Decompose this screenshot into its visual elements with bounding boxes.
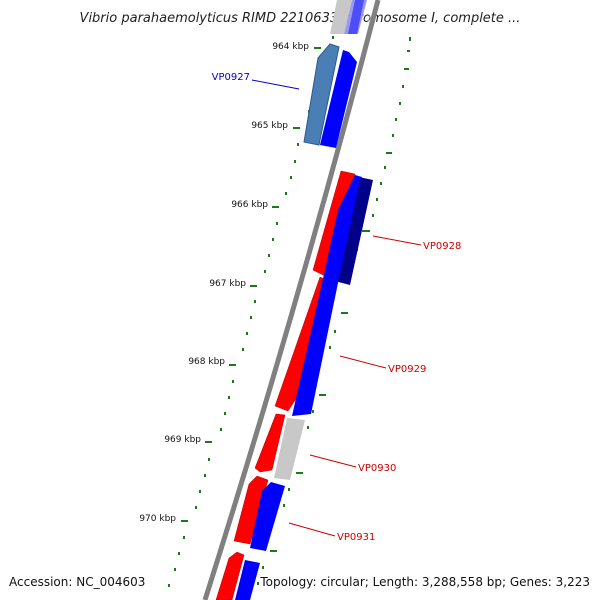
gene-cds[interactable] [235,560,260,600]
gene-cds[interactable] [330,0,352,34]
gene-cds[interactable] [303,43,340,146]
gene-label-vp0931[interactable]: VP0931 [337,532,375,543]
gene-cds[interactable] [320,50,357,148]
accession-text: Accession: NC_004603 [9,575,145,589]
map-title: Vibrio parahaemolyticus RIMD 2210633 chr… [80,11,521,26]
gene-cds[interactable] [274,418,305,480]
tick-label: 965 kbp [251,121,288,131]
genome-summary: Topology: circular; Length: 3,288,558 bp… [259,575,590,589]
gene-cds[interactable] [250,482,285,551]
gene-label-vp0928[interactable]: VP0928 [423,241,461,252]
label-connector [372,235,422,246]
inner-ruler [168,36,334,587]
tick-label: 966 kbp [231,200,268,210]
label-connector [251,79,300,90]
tick-label: 967 kbp [209,279,246,289]
outer-ruler [372,37,411,217]
gene-cds[interactable] [215,551,245,600]
gene-label-vp0927[interactable]: VP0927 [212,72,250,83]
tick-label: 970 kbp [139,514,176,524]
gene-label-vp0929[interactable]: VP0929 [388,364,426,375]
label-connector [309,454,357,468]
tick-label: 964 kbp [272,42,309,52]
tick-label: 968 kbp [188,357,225,367]
gene-label-vp0930[interactable]: VP0930 [358,463,396,474]
tick-labels: 964 kbp 965 kbp 966 kbp 967 kbp 968 kbp … [139,42,309,524]
tick-label: 969 kbp [164,435,201,445]
label-connector [339,355,387,369]
genome-backbone [202,0,381,600]
gene-cds[interactable] [254,413,286,473]
gene-cds[interactable] [292,175,362,416]
label-connector [288,522,336,537]
